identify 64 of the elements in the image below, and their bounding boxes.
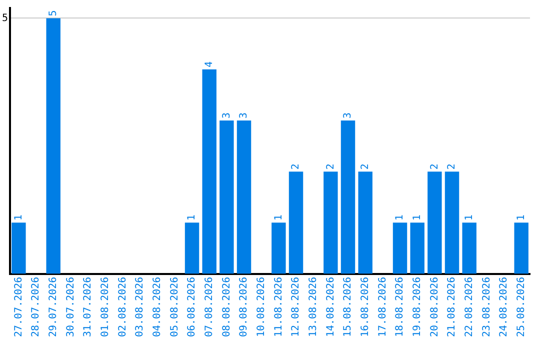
- x-tick-label: 27.07.2026: [13, 276, 24, 338]
- data-label: 1: [13, 214, 24, 221]
- data-label: 3: [221, 112, 232, 118]
- x-tick-label: 08.08.2026: [221, 276, 232, 338]
- x-tick-label: 10.08.2026: [256, 276, 267, 338]
- x-tick-label: 31.07.2026: [82, 276, 94, 338]
- x-tick-label: 11.08.2026: [273, 276, 284, 338]
- bar: [272, 222, 286, 274]
- x-tick-label: 20.08.2026: [429, 276, 440, 338]
- x-tick-label: 02.08.2026: [117, 276, 128, 338]
- data-label: 3: [238, 112, 250, 118]
- x-tick-label: 25.08.2026: [516, 276, 527, 338]
- x-tick-label: 24.08.2026: [498, 276, 510, 338]
- data-label: 2: [446, 164, 458, 170]
- x-tick-label: 16.08.2026: [360, 276, 371, 338]
- x-tick-label: 21.08.2026: [446, 276, 458, 338]
- x-tick-label: 30.07.2026: [65, 276, 76, 338]
- bar: [220, 120, 234, 274]
- bar: [358, 172, 372, 274]
- data-label: 5: [48, 10, 59, 16]
- bar: [514, 222, 528, 274]
- data-label: 1: [186, 214, 198, 221]
- x-tick-label: 03.08.2026: [134, 276, 146, 338]
- x-tick-label: 18.08.2026: [394, 276, 406, 338]
- bar: [288, 172, 304, 274]
- data-label: 1: [394, 214, 406, 221]
- data-label: 3: [342, 112, 354, 118]
- x-tick-label: 12.08.2026: [290, 276, 302, 338]
- data-label: 2: [290, 164, 302, 170]
- data-label: 1: [516, 214, 527, 221]
- x-tick-label: 01.08.2026: [100, 276, 111, 338]
- data-label: 1: [273, 214, 284, 221]
- bar: [392, 222, 408, 274]
- x-tick-label: 14.08.2026: [325, 276, 336, 338]
- data-label: 4: [204, 61, 215, 68]
- bar: [444, 172, 460, 274]
- bar: [236, 120, 252, 274]
- x-tick-label: 22.08.2026: [464, 276, 475, 338]
- bar: [410, 222, 424, 274]
- bar: [12, 222, 26, 274]
- bar: [202, 69, 216, 274]
- x-tick-label: 19.08.2026: [412, 276, 423, 338]
- x-tick-label: 28.07.2026: [30, 276, 42, 338]
- x-tick-label: 17.08.2026: [377, 276, 388, 338]
- bar: [324, 172, 338, 274]
- x-tick-label: 07.08.2026: [204, 276, 215, 338]
- bar: [462, 222, 476, 274]
- x-tick-label: 06.08.2026: [186, 276, 198, 338]
- data-label: 2: [360, 164, 371, 170]
- data-label: 2: [429, 164, 440, 170]
- x-tick-label: 29.07.2026: [48, 276, 59, 338]
- x-tick-label: 09.08.2026: [238, 276, 250, 338]
- x-tick-label: 23.08.2026: [481, 276, 492, 338]
- x-tick-label: 05.08.2026: [169, 276, 180, 338]
- data-label: 1: [412, 214, 423, 221]
- x-tick-label: 04.08.2026: [152, 276, 163, 338]
- bar: [46, 18, 60, 274]
- bar: [428, 172, 442, 274]
- bar: [184, 222, 200, 274]
- x-tick-label: 13.08.2026: [308, 276, 319, 338]
- x-tick-label: 15.08.2026: [342, 276, 354, 338]
- data-label: 2: [325, 164, 336, 170]
- bar: [340, 120, 356, 274]
- data-label: 1: [464, 214, 475, 221]
